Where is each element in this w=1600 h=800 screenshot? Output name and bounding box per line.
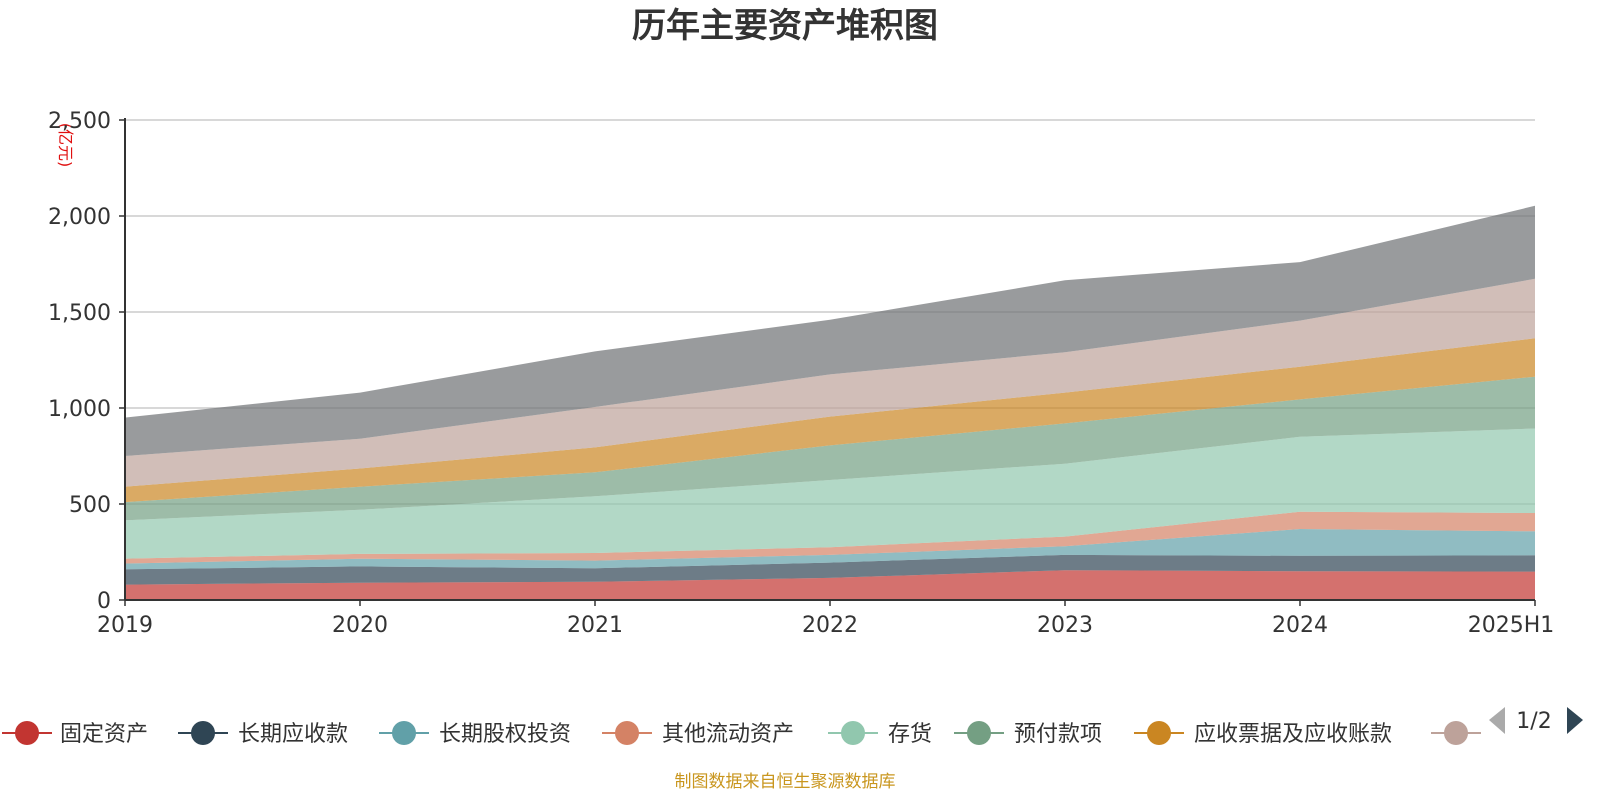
legend-item-2[interactable]: 长期应收款 (178, 721, 348, 747)
legend-marker (1147, 721, 1171, 745)
y-tick-label: 1,000 (48, 397, 111, 422)
legend-label: 固定资产 (60, 722, 148, 747)
area-series-3[interactable] (125, 529, 1535, 570)
legend-label: 长期应收款 (238, 722, 348, 747)
y-tick-label: 2,500 (48, 109, 111, 134)
source-note: 制图数据来自恒生聚源数据库 (675, 772, 896, 792)
x-tick-label: 2020 (332, 613, 388, 638)
legend-item-6[interactable]: 预付款项 (954, 721, 1102, 747)
legend-item-5[interactable]: 存货 (828, 721, 932, 747)
legend-item-8[interactable] (1431, 721, 1481, 745)
x-tick-label: 2021 (567, 613, 623, 638)
legend-item-4[interactable]: 其他流动资产 (602, 721, 794, 747)
x-tick-label: 2022 (802, 613, 858, 638)
area-series-2[interactable] (125, 554, 1535, 585)
chart-title: 历年主要资产堆积图 (632, 6, 938, 46)
y-tick-label: 1,500 (48, 301, 111, 326)
area-series-7[interactable] (125, 338, 1535, 503)
x-tick-label: 2025H1 (1468, 613, 1555, 638)
legend-item-3[interactable]: 长期股权投资 (379, 721, 571, 747)
legend-marker (967, 721, 991, 745)
legend-pager[interactable]: 1/2 (1489, 707, 1583, 734)
legend-label: 应收票据及应收账款 (1194, 722, 1392, 747)
area-series-1[interactable] (125, 570, 1535, 600)
axes: 0 500 1,000 1,500 2,000 2,500 2019 2020 2021 2022… (48, 109, 1554, 638)
area-series (125, 205, 1535, 600)
legend-marker (615, 721, 639, 745)
x-tick-label: 2024 (1272, 613, 1328, 638)
area-series-4[interactable] (125, 511, 1535, 564)
y-tick-label: 500 (69, 493, 111, 518)
legend-marker (392, 721, 416, 745)
y-tick-label: 2,000 (48, 205, 111, 230)
legend-marker (841, 721, 865, 745)
legend-item-1[interactable]: 固定资产 (2, 721, 148, 747)
area-series-8[interactable] (125, 278, 1535, 487)
legend-marker (15, 721, 39, 745)
legend[interactable]: 固定资产 长期应收款 长期股权投资 其他流动资产 存货 预付款项 应收票据及应收账款 (2, 721, 1481, 747)
legend-page-indicator: 1/2 (1516, 709, 1551, 734)
y-axis-unit-label: (亿元) (56, 123, 75, 168)
legend-prev-icon[interactable] (1489, 707, 1505, 734)
x-tick-label: 2023 (1037, 613, 1093, 638)
y-tick-label: 0 (97, 589, 111, 614)
legend-marker (1444, 721, 1468, 745)
legend-next-icon[interactable] (1567, 707, 1583, 734)
legend-label: 预付款项 (1014, 722, 1102, 747)
area-series-9[interactable] (125, 205, 1535, 456)
legend-marker (191, 721, 215, 745)
legend-label: 存货 (888, 722, 932, 747)
legend-label: 长期股权投资 (439, 722, 571, 747)
legend-item-7[interactable]: 应收票据及应收账款 (1134, 721, 1392, 747)
x-tick-label: 2019 (97, 613, 153, 638)
area-series-5[interactable] (125, 428, 1535, 559)
legend-label: 其他流动资产 (662, 722, 794, 747)
area-series-6[interactable] (125, 376, 1535, 521)
